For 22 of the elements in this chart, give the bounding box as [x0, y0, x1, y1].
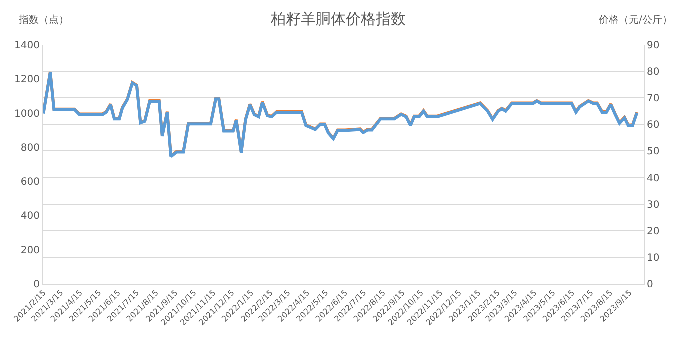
y-tick-label: 400: [20, 211, 40, 222]
y2-tick-label: 50: [647, 146, 660, 158]
y-tick-label: 600: [20, 177, 40, 188]
y2-tick-label: 10: [647, 252, 660, 264]
y2-tick-label: 90: [647, 40, 660, 52]
y-axis-title: 指数（点）: [18, 14, 69, 26]
y-tick-label: 0: [34, 280, 40, 290]
y2-tick-label: 80: [647, 67, 660, 78]
y-tick-label: 1000: [14, 108, 40, 120]
chart-title: 柏籽羊胴体价格指数: [270, 10, 406, 28]
y2-tick-label: 40: [647, 173, 660, 184]
y-tick-label: 200: [20, 245, 40, 256]
y-tick-label: 1200: [14, 74, 40, 86]
y2-axis-title: 价格（元/公斤）: [598, 14, 672, 26]
y2-tick-label: 0: [647, 280, 654, 290]
y-tick-label: 1400: [14, 40, 40, 52]
y2-tick-label: 70: [647, 94, 660, 105]
line-series: [43, 71, 639, 158]
y2-tick-label: 60: [647, 120, 660, 132]
y-tick-label: 800: [20, 142, 40, 154]
y2-tick-label: 30: [647, 200, 660, 211]
y2-tick-label: 20: [647, 226, 660, 238]
